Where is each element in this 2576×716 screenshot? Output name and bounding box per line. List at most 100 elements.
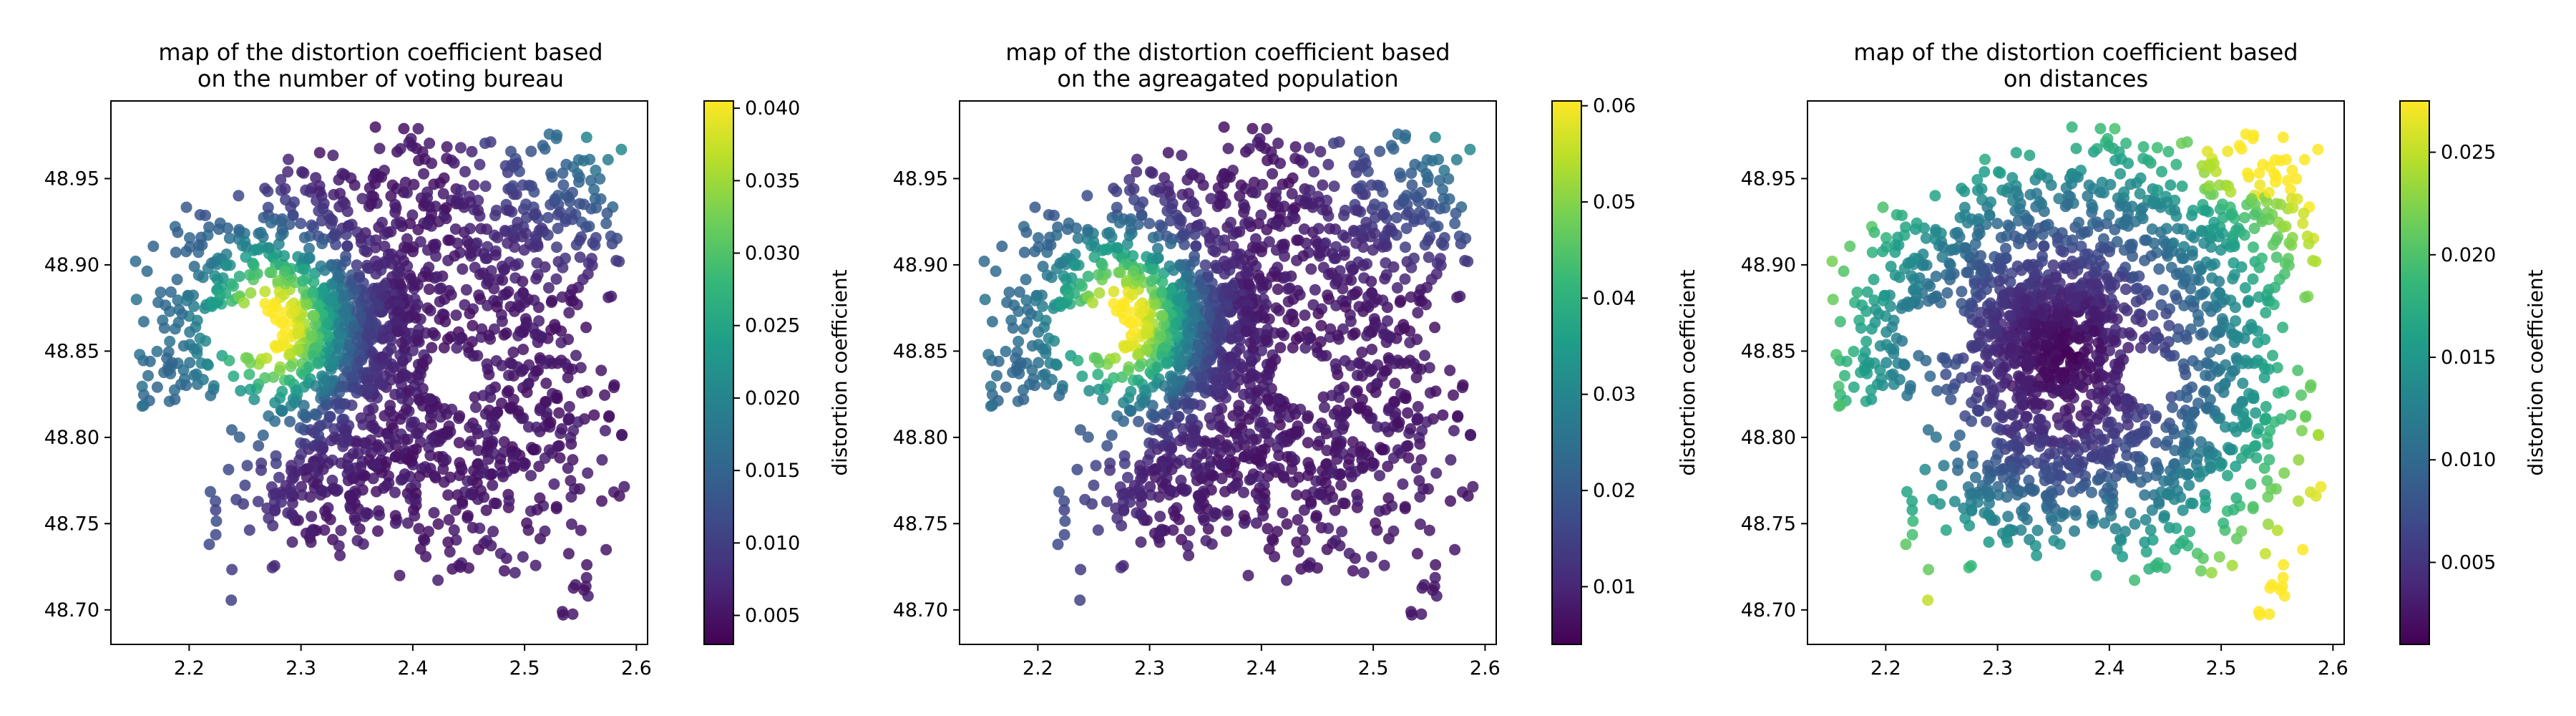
scatter-point	[2238, 229, 2250, 241]
scatter-point	[1146, 275, 1158, 287]
scatter-point	[418, 168, 430, 180]
scatter-point	[1136, 209, 1148, 221]
scatter-point	[503, 495, 515, 507]
scatter-point	[333, 540, 345, 552]
scatter-point	[1896, 209, 1908, 221]
scatter-point	[179, 373, 190, 385]
scatter-point	[1133, 360, 1146, 372]
scatter-point	[1298, 223, 1310, 235]
scatter-point	[1848, 345, 1860, 357]
scatter-point	[1445, 495, 1456, 507]
scatter-point	[277, 316, 289, 329]
scatter-point	[1366, 287, 1378, 299]
scatter-point	[1421, 281, 1433, 294]
scatter-point	[467, 319, 479, 332]
scatter-point	[468, 179, 480, 191]
scatter-point	[1981, 360, 1994, 372]
scatter-point	[269, 397, 281, 409]
scatter-point	[1211, 508, 1223, 520]
scatter-point	[2135, 342, 2147, 354]
scatter-point	[1174, 260, 1186, 272]
scatter-point	[1387, 525, 1400, 537]
scatter-point	[316, 215, 328, 227]
colorbar-tick-label: 0.015	[745, 460, 800, 482]
scatter-point	[243, 268, 255, 281]
scatter-point	[1380, 257, 1392, 269]
scatter-point	[1432, 221, 1444, 233]
colorbar-tick-label: 0.040	[745, 97, 800, 120]
scatter-point	[191, 347, 203, 359]
scatter-point	[1964, 299, 1976, 311]
scatter-point	[1960, 242, 1972, 254]
scatter-point	[528, 294, 540, 306]
scatter-point	[314, 185, 326, 198]
colorbar-label: distortion coefficient	[828, 269, 852, 475]
scatter-point	[1026, 364, 1038, 376]
scatter-point	[1931, 384, 1943, 397]
scatter-point	[1415, 213, 1427, 226]
scatter-point	[517, 276, 529, 288]
scatter-point	[235, 384, 247, 397]
scatter-point	[1996, 184, 2009, 196]
scatter-point	[287, 510, 299, 522]
scatter-point	[1322, 158, 1335, 170]
scatter-point	[2120, 200, 2132, 213]
scatter-point	[2105, 293, 2117, 305]
scatter-point	[1420, 168, 1433, 180]
scatter-point	[2036, 255, 2048, 267]
scatter-point	[1415, 363, 1427, 375]
scatter-point	[2087, 218, 2099, 230]
scatter-point	[454, 470, 465, 481]
scatter-point	[432, 574, 444, 586]
scatter-point	[1319, 401, 1330, 413]
scatter-point	[1209, 443, 1221, 455]
scatter-point	[1445, 454, 1457, 466]
scatter-point	[1287, 293, 1299, 305]
scatter-point	[1109, 352, 1121, 364]
scatter-point	[130, 256, 142, 267]
scatter-point	[1089, 241, 1101, 253]
scatter-point	[1122, 364, 1134, 377]
scatter-point	[464, 421, 476, 433]
scatter-point	[595, 364, 608, 377]
scatter-point	[1249, 233, 1262, 245]
scatter-point	[1448, 389, 1459, 401]
scatter-point	[1135, 536, 1147, 548]
scatter-point	[1415, 454, 1428, 466]
scatter-point	[2031, 188, 2043, 200]
scatter-point	[1420, 299, 1432, 311]
colorbar-tick-label: 0.02	[1593, 480, 1636, 502]
scatter-point	[367, 473, 379, 485]
scatter-point	[542, 229, 554, 241]
scatter-point	[293, 454, 306, 466]
scatter-point	[549, 193, 561, 205]
scatter-point	[2004, 310, 2016, 322]
scatter-point	[1357, 566, 1370, 579]
scatter-point	[1224, 445, 1236, 457]
scatter-point	[1400, 392, 1412, 405]
scatter-point	[317, 442, 329, 455]
scatter-point	[557, 179, 570, 191]
scatter-point	[1314, 145, 1327, 158]
scatter-point	[1834, 316, 1846, 328]
scatter-point	[1937, 241, 1949, 253]
scatter-point	[1125, 385, 1137, 397]
scatter-point	[228, 370, 240, 382]
scatter-point	[1226, 332, 1238, 344]
scatter-point	[1202, 269, 1214, 281]
scatter-point	[278, 250, 291, 262]
scatter-point	[1302, 457, 1314, 469]
colorbar-tick-label: 0.030	[745, 243, 800, 265]
scatter-point	[432, 518, 444, 530]
scatter-point	[1898, 359, 1911, 371]
scatter-point	[169, 323, 181, 335]
scatter-point	[1113, 217, 1126, 229]
scatter-point	[1315, 319, 1327, 332]
scatter-point	[1430, 467, 1443, 479]
scatter-point	[1053, 390, 1065, 402]
scatter-point	[1079, 493, 1091, 505]
scatter-point	[294, 422, 306, 434]
x-tick-label: 2.6	[1470, 657, 1501, 679]
scatter-point	[571, 299, 583, 311]
scatter-point	[453, 198, 465, 210]
